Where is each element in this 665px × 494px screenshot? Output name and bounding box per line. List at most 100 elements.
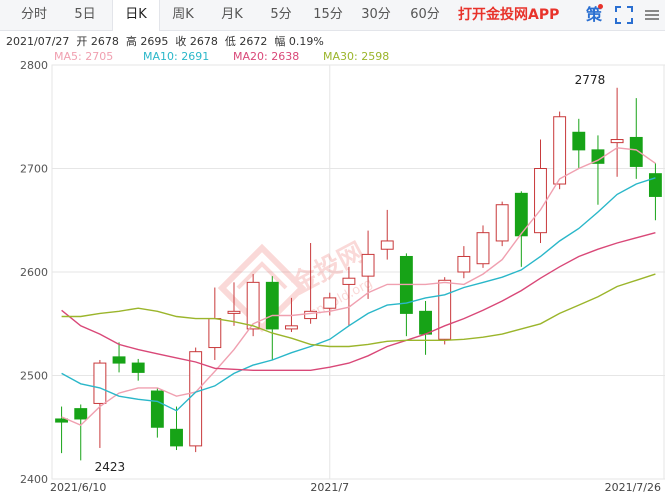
tab-minute[interactable]: 分时	[20, 7, 47, 22]
candle-body	[304, 310, 318, 320]
info-open: 2678	[90, 35, 119, 48]
candle	[170, 406, 183, 451]
y-tick-label: 2700	[20, 163, 48, 176]
candle-body	[534, 168, 547, 234]
candle-body	[265, 281, 279, 330]
info-low: 2672	[239, 35, 268, 48]
candle	[610, 87, 624, 177]
price-annotations: 2423 2778	[95, 73, 606, 474]
info-close-label: 收	[175, 35, 187, 48]
ma20-legend: MA20: 2638	[233, 50, 300, 63]
info-date: 2021/07/27	[6, 35, 70, 48]
candle	[495, 201, 509, 247]
candle-body	[438, 279, 452, 340]
x-tick-label: 2021/6/10	[50, 481, 106, 494]
candle	[438, 277, 452, 345]
candle	[419, 300, 432, 355]
candle	[457, 246, 471, 279]
candle	[265, 276, 279, 360]
period-tab-bar: 分时 5日 日K 周K 月K 5分 15分 30分 60分 打开金投网APP 策	[0, 0, 665, 31]
info-low-label: 低	[224, 35, 236, 48]
tab-30min[interactable]: 30分	[361, 7, 391, 22]
tab-5min[interactable]: 5分	[270, 7, 292, 22]
info-close: 2678	[189, 35, 218, 48]
tab-daily-k[interactable]: 日K	[112, 0, 160, 31]
x-tick-label: 2021/7	[310, 481, 349, 494]
y-tick-label: 2600	[20, 266, 48, 279]
ma30-legend: MA30: 2598	[323, 50, 390, 63]
strategy-button[interactable]: 策	[585, 5, 602, 24]
candle	[208, 287, 222, 360]
tab-monthly-k[interactable]: 月K	[221, 7, 243, 22]
candle-body	[476, 232, 490, 265]
candle	[55, 406, 69, 454]
candle-body	[208, 318, 222, 349]
candle	[131, 358, 145, 381]
candle-body	[227, 310, 241, 314]
y-tick-label: 2400	[20, 473, 48, 486]
candle	[150, 387, 164, 438]
ma20-line	[61, 232, 656, 371]
candle	[227, 282, 241, 326]
candle	[399, 253, 413, 337]
info-change-label: 幅	[274, 35, 286, 48]
candle-body	[342, 277, 356, 285]
candle	[74, 404, 88, 461]
candle	[648, 163, 662, 221]
candle	[304, 243, 318, 324]
chart-grid	[51, 64, 665, 480]
info-high-label: 高	[125, 35, 137, 48]
candle-body	[131, 362, 145, 373]
candle-body	[572, 131, 586, 151]
candle	[534, 139, 547, 244]
candle	[112, 342, 126, 373]
info-open-label: 开	[76, 35, 88, 48]
notification-dot	[598, 4, 603, 9]
tab-weekly-k[interactable]: 周K	[172, 7, 194, 22]
candle-body	[246, 281, 260, 330]
candle-body	[323, 297, 337, 309]
candle-body	[170, 428, 183, 447]
candle	[553, 111, 567, 190]
tab-5day[interactable]: 5日	[74, 7, 96, 22]
candle-body	[648, 173, 662, 197]
ma-lines	[61, 147, 656, 427]
menu-icon[interactable]	[642, 4, 662, 26]
candle-body	[112, 356, 126, 364]
candle-body	[629, 136, 643, 167]
price-annotation: 2423	[95, 460, 126, 474]
candle-body	[419, 310, 432, 335]
fullscreen-icon[interactable]	[612, 4, 636, 26]
candles	[55, 87, 662, 461]
open-app-link[interactable]: 打开金投网APP	[458, 7, 560, 23]
ma10-legend: MA10: 2691	[143, 50, 210, 63]
candle-body	[150, 390, 164, 428]
y-tick-label: 2800	[20, 59, 48, 72]
candle-body	[495, 204, 509, 242]
candle-body	[610, 139, 624, 144]
candle-body	[74, 408, 88, 420]
candle	[591, 135, 605, 205]
candle	[629, 98, 643, 179]
candle	[476, 225, 490, 268]
candle	[514, 191, 528, 267]
x-axis-labels: 2021/6/10 2021/7 2021/7/26	[50, 481, 661, 494]
candle-body	[553, 116, 567, 185]
candle	[342, 266, 356, 326]
tab-15min[interactable]: 15分	[313, 7, 343, 22]
y-tick-label: 2500	[20, 370, 48, 383]
candle-body	[361, 253, 375, 277]
candle-body	[189, 351, 203, 447]
tab-60min[interactable]: 60分	[410, 7, 440, 22]
candle-body	[514, 192, 528, 237]
candle	[572, 118, 586, 169]
ma5-line	[61, 147, 656, 427]
y-axis-labels: 2400 2500 2600 2700 2800	[20, 59, 48, 486]
ma5-legend: MA5: 2705	[54, 50, 114, 63]
candle-body	[93, 362, 107, 404]
ohlc-info-line: 2021/07/27 开 2678 高 2695 收 2678 低 2672 幅…	[6, 33, 324, 49]
price-annotation: 2778	[575, 73, 606, 87]
info-high: 2695	[140, 35, 169, 48]
info-change: 0.19%	[288, 35, 324, 48]
